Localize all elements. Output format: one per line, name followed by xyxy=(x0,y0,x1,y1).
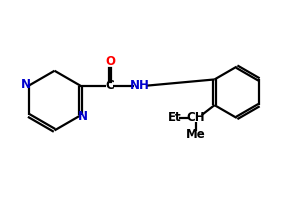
Text: Et: Et xyxy=(168,111,181,124)
Text: O: O xyxy=(105,55,115,68)
Text: C: C xyxy=(106,79,115,92)
Text: Me: Me xyxy=(186,128,206,141)
Text: CH: CH xyxy=(186,111,205,124)
Text: N: N xyxy=(78,110,87,123)
Text: NH: NH xyxy=(130,79,150,92)
Text: N: N xyxy=(21,78,31,91)
